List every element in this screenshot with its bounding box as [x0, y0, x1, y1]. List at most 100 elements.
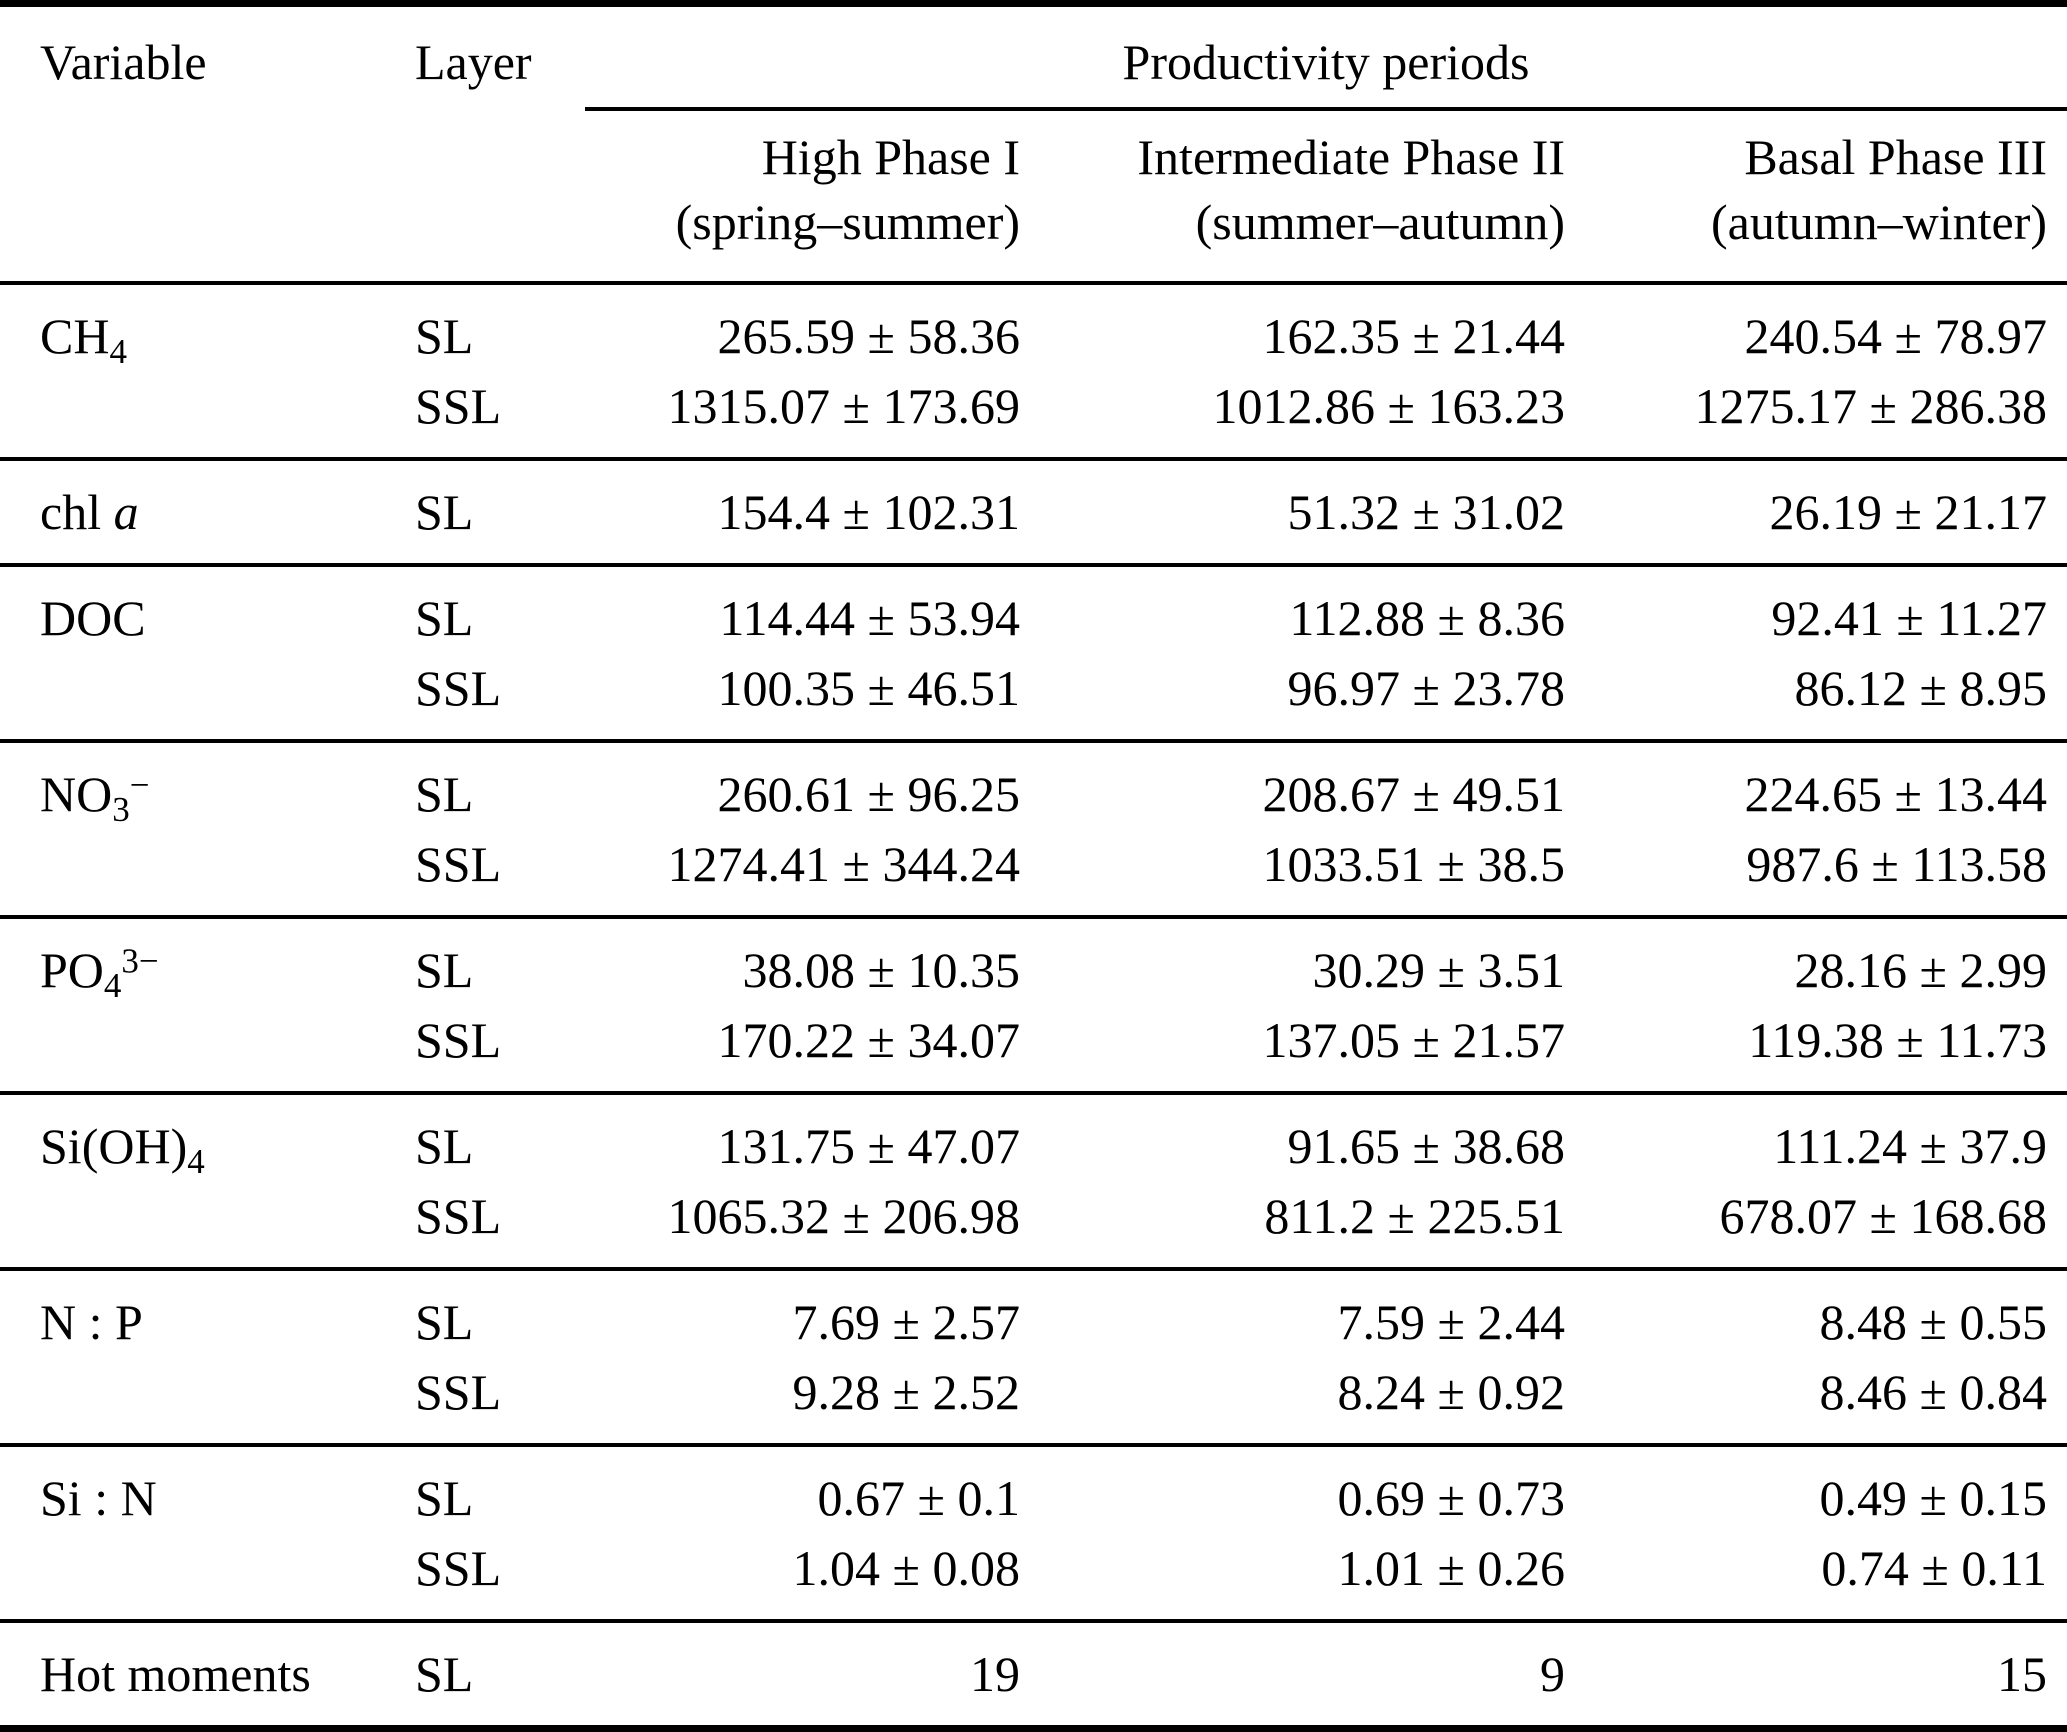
- table-row: SSL 1065.32 ± 206.98 811.2 ± 225.51 678.…: [0, 1181, 2067, 1269]
- layer-cell: SSL: [415, 660, 502, 716]
- value-cell: 1.01 ± 0.26: [1337, 1540, 1565, 1596]
- value-cell: 162.35 ± 21.44: [1262, 308, 1565, 364]
- group-chl-a: chl a SL 154.4 ± 102.31 51.32 ± 31.02 26…: [0, 459, 2067, 565]
- variable-sub: 4: [103, 965, 122, 1005]
- value-cell: 8.48 ± 0.55: [1819, 1294, 2047, 1350]
- value-cell: 114.44 ± 53.94: [719, 590, 1020, 646]
- group-n-p: N : P SL 7.69 ± 2.57 7.59 ± 2.44 8.48 ± …: [0, 1269, 2067, 1445]
- value-cell: 1065.32 ± 206.98: [667, 1188, 1020, 1244]
- column-header-phase-2: Intermediate Phase II (summer–autumn): [1040, 109, 1585, 283]
- value-cell: 30.29 ± 3.51: [1312, 942, 1565, 998]
- value-cell: 7.59 ± 2.44: [1337, 1294, 1565, 1350]
- value-cell: 170.22 ± 34.07: [717, 1012, 1020, 1068]
- layer-cell: SSL: [415, 378, 502, 434]
- layer-cell: SL: [415, 484, 474, 540]
- variable-base: N : P: [40, 1294, 143, 1350]
- variable-base: DOC: [40, 590, 146, 646]
- phase-name: High Phase I: [761, 129, 1020, 185]
- phase-season: (spring–summer): [675, 194, 1020, 250]
- table-header: Variable Layer Productivity periods High…: [0, 3, 2067, 283]
- value-cell: 1275.17 ± 286.38: [1694, 378, 2047, 434]
- table-row: SSL 1315.07 ± 173.69 1012.86 ± 163.23 12…: [0, 371, 2067, 459]
- group-ch4: CH4 SL 265.59 ± 58.36 162.35 ± 21.44 240…: [0, 283, 2067, 459]
- layer-cell: SSL: [415, 1540, 502, 1596]
- table-row: NO3− SL 260.61 ± 96.25 208.67 ± 49.51 22…: [0, 741, 2067, 829]
- layer-cell: SL: [415, 1470, 474, 1526]
- group-sioh4: Si(OH)4 SL 131.75 ± 47.07 91.65 ± 38.68 …: [0, 1093, 2067, 1269]
- variable-cell: NO3−: [0, 741, 375, 917]
- value-cell: 92.41 ± 11.27: [1771, 590, 2047, 646]
- variable-sup: 3−: [121, 941, 159, 981]
- value-cell: 9.28 ± 2.52: [792, 1364, 1020, 1420]
- column-header-layer: Layer: [415, 34, 532, 90]
- value-cell: 1012.86 ± 163.23: [1212, 378, 1565, 434]
- table-row: Si : N SL 0.67 ± 0.1 0.69 ± 0.73 0.49 ± …: [0, 1445, 2067, 1533]
- value-cell: 51.32 ± 31.02: [1287, 484, 1565, 540]
- table-row: SSL 170.22 ± 34.07 137.05 ± 21.57 119.38…: [0, 1005, 2067, 1093]
- value-cell: 265.59 ± 58.36: [717, 308, 1020, 364]
- value-cell: 1033.51 ± 38.5: [1262, 836, 1565, 892]
- value-cell: 8.46 ± 0.84: [1819, 1364, 2047, 1420]
- value-cell: 678.07 ± 168.68: [1719, 1188, 2047, 1244]
- layer-cell: SL: [415, 1646, 474, 1702]
- column-group-header-productivity-periods: Productivity periods: [585, 3, 2067, 111]
- variable-base: Hot moments: [40, 1646, 311, 1702]
- value-cell: 15: [1997, 1646, 2047, 1702]
- value-cell: 112.88 ± 8.36: [1289, 590, 1565, 646]
- table-row: DOC SL 114.44 ± 53.94 112.88 ± 8.36 92.4…: [0, 565, 2067, 653]
- phase-name: Intermediate Phase II: [1137, 129, 1565, 185]
- value-cell: 100.35 ± 46.51: [717, 660, 1020, 716]
- variable-base: CH: [40, 308, 110, 364]
- variable-sub: 4: [187, 1141, 205, 1181]
- table-row: SSL 9.28 ± 2.52 8.24 ± 0.92 8.46 ± 0.84: [0, 1357, 2067, 1445]
- variable-base: Si(OH): [40, 1118, 188, 1174]
- variable-sub: 3: [112, 789, 130, 829]
- group-si-n: Si : N SL 0.67 ± 0.1 0.69 ± 0.73 0.49 ± …: [0, 1445, 2067, 1621]
- value-cell: 28.16 ± 2.99: [1794, 942, 2047, 998]
- value-cell: 987.6 ± 113.58: [1746, 836, 2047, 892]
- layer-cell: SSL: [415, 1012, 502, 1068]
- variable-cell: N : P: [0, 1269, 375, 1445]
- value-cell: 131.75 ± 47.07: [717, 1118, 1020, 1174]
- variable-base: PO: [40, 942, 104, 998]
- table-row: CH4 SL 265.59 ± 58.36 162.35 ± 21.44 240…: [0, 283, 2067, 371]
- phase-season: (autumn–winter): [1710, 194, 2047, 250]
- variable-cell: Hot moments: [0, 1621, 375, 1729]
- value-cell: 96.97 ± 23.78: [1287, 660, 1565, 716]
- value-cell: 224.65 ± 13.44: [1744, 766, 2047, 822]
- table-row: Hot moments SL 19 9 15: [0, 1621, 2067, 1729]
- layer-cell: SSL: [415, 836, 502, 892]
- header-row-phases: High Phase I (spring–summer) Intermediat…: [0, 109, 2067, 283]
- column-header-variable: Variable: [40, 34, 207, 90]
- phase-season: (summer–autumn): [1195, 194, 1565, 250]
- value-cell: 8.24 ± 0.92: [1337, 1364, 1565, 1420]
- value-cell: 7.69 ± 2.57: [792, 1294, 1020, 1350]
- group-po4: PO43− SL 38.08 ± 10.35 30.29 ± 3.51 28.1…: [0, 917, 2067, 1093]
- value-cell: 0.49 ± 0.15: [1819, 1470, 2047, 1526]
- value-cell: 240.54 ± 78.97: [1744, 308, 2047, 364]
- table-row: SSL 100.35 ± 46.51 96.97 ± 23.78 86.12 ±…: [0, 653, 2067, 741]
- value-cell: 260.61 ± 96.25: [717, 766, 1020, 822]
- group-no3: NO3− SL 260.61 ± 96.25 208.67 ± 49.51 22…: [0, 741, 2067, 917]
- table-row: N : P SL 7.69 ± 2.57 7.59 ± 2.44 8.48 ± …: [0, 1269, 2067, 1357]
- column-header-phase-3: Basal Phase III (autumn–winter): [1585, 109, 2067, 283]
- group-hot-moments: Hot moments SL 19 9 15: [0, 1621, 2067, 1729]
- table-row: chl a SL 154.4 ± 102.31 51.32 ± 31.02 26…: [0, 459, 2067, 565]
- value-cell: 119.38 ± 11.73: [1748, 1012, 2047, 1068]
- value-cell: 0.69 ± 0.73: [1337, 1470, 1565, 1526]
- variable-cell: chl a: [0, 459, 375, 565]
- value-cell: 111.24 ± 37.9: [1773, 1118, 2047, 1174]
- value-cell: 0.74 ± 0.11: [1821, 1540, 2047, 1596]
- variable-base: Si : N: [40, 1470, 157, 1526]
- phase-name: Basal Phase III: [1744, 129, 2047, 185]
- layer-cell: SL: [415, 1294, 474, 1350]
- layer-cell: SL: [415, 766, 474, 822]
- value-cell: 19: [970, 1646, 1020, 1702]
- value-cell: 1315.07 ± 173.69: [667, 378, 1020, 434]
- layer-cell: SSL: [415, 1188, 502, 1244]
- value-cell: 811.2 ± 225.51: [1264, 1188, 1565, 1244]
- table-row: Si(OH)4 SL 131.75 ± 47.07 91.65 ± 38.68 …: [0, 1093, 2067, 1181]
- value-cell: 91.65 ± 38.68: [1287, 1118, 1565, 1174]
- variable-cell: DOC: [0, 565, 375, 741]
